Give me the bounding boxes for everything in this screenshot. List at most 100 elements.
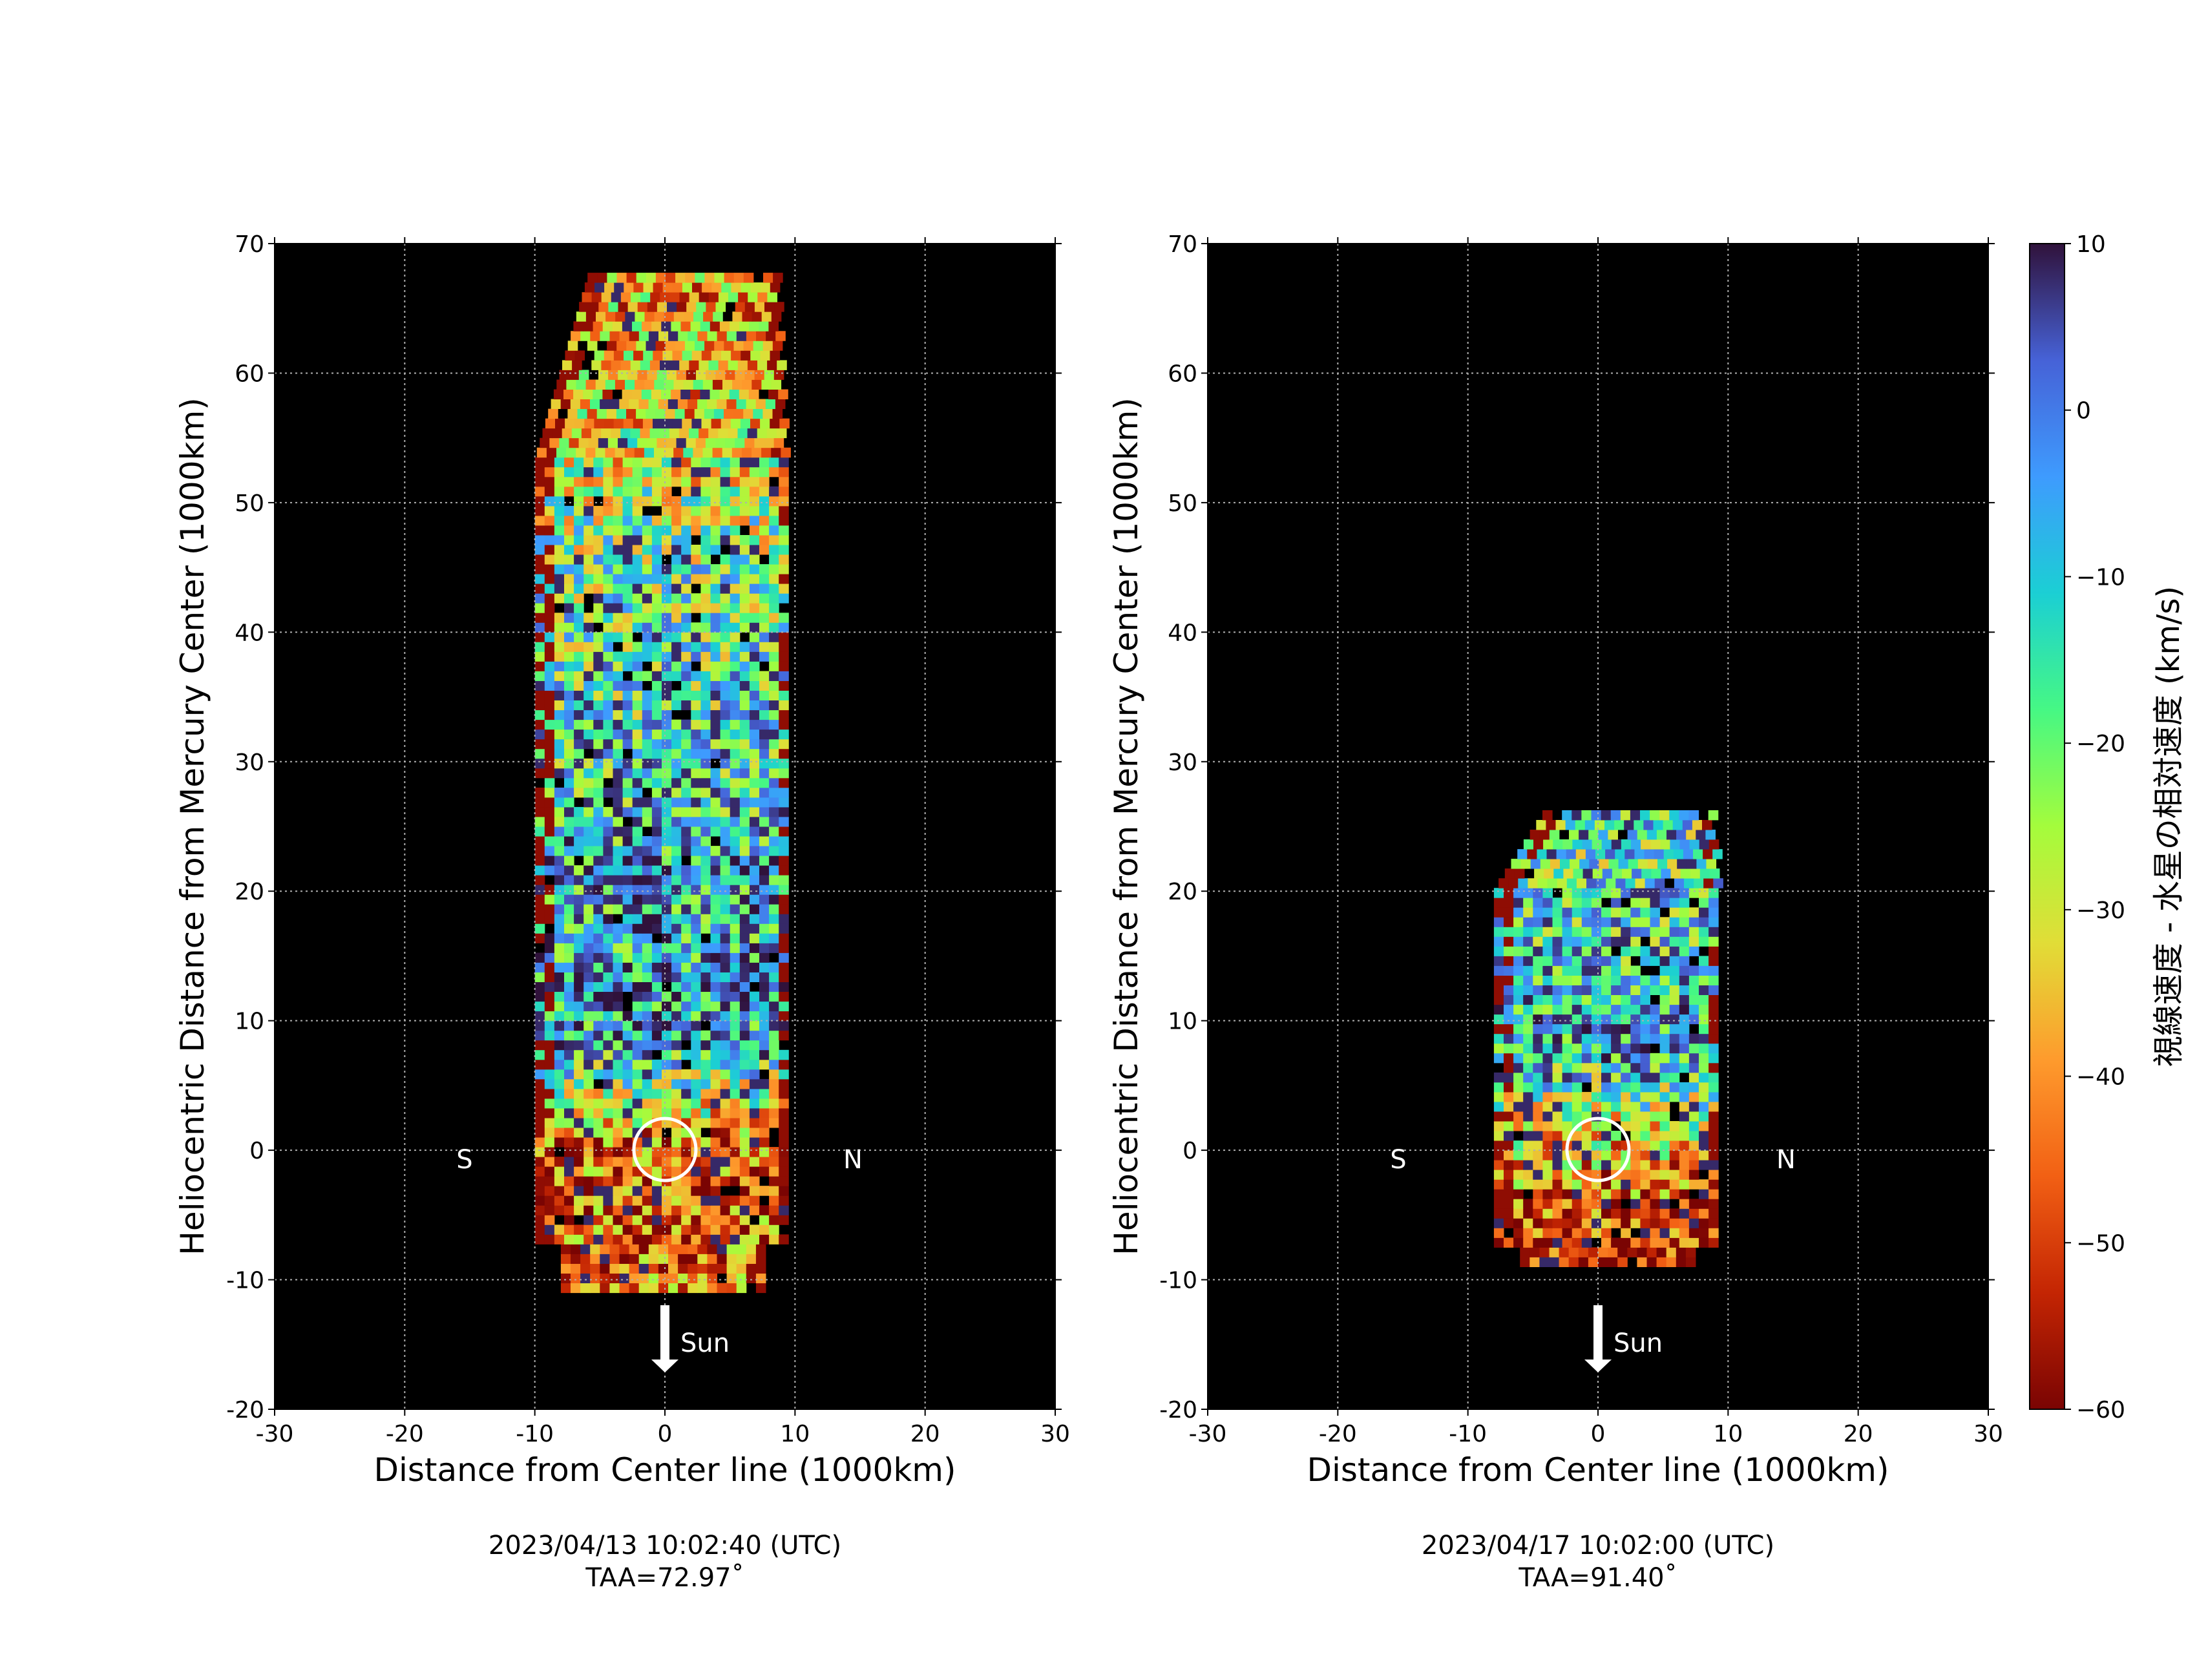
heatmap-cell: [700, 865, 711, 876]
heatmap-cell: [593, 972, 604, 982]
heatmap-cell: [649, 360, 660, 370]
heatmap-cell: [769, 991, 779, 1002]
heatmap-cell: [707, 1263, 717, 1274]
heatmap-cell: [691, 894, 701, 905]
heatmap-cell: [1581, 1101, 1592, 1112]
heatmap-cell: [603, 865, 613, 876]
heatmap-cell: [662, 613, 672, 623]
heatmap-cell: [1663, 849, 1674, 859]
heatmap-cell: [1520, 859, 1531, 869]
heatmap-cell: [534, 1030, 545, 1041]
heatmap-cell: [1679, 917, 1690, 927]
heatmap-cell: [769, 826, 779, 837]
heatmap-cell: [642, 1069, 653, 1080]
heatmap-cell: [564, 1078, 574, 1089]
heatmap-cell: [544, 1118, 555, 1128]
heatmap-cell: [720, 476, 731, 487]
heatmap-cell: [730, 904, 741, 914]
heatmap-cell: [603, 486, 613, 497]
heatmap-cell: [1591, 917, 1602, 927]
heatmap-cell: [1591, 975, 1602, 985]
heatmap-cell: [730, 777, 741, 788]
heatmap-cell: [726, 1273, 737, 1283]
heatmap-cell: [749, 1205, 760, 1215]
heatmap-cell: [681, 554, 691, 565]
heatmap-cell: [1699, 1004, 1709, 1015]
heatmap-cell: [673, 311, 684, 322]
heatmap-cell: [759, 768, 770, 779]
heatmap-cell: [603, 846, 613, 856]
heatmap-cell: [710, 515, 721, 526]
heatmap-cell: [1611, 1024, 1621, 1034]
heatmap-cell: [1669, 1072, 1680, 1083]
heatmap-cell: [691, 1020, 701, 1031]
heatmap-cell: [1699, 1237, 1709, 1248]
heatmap-cell: [632, 1176, 643, 1186]
heatmap-cell: [1708, 1014, 1719, 1025]
heatmap-cell: [1523, 1131, 1533, 1141]
heatmap-cell: [710, 719, 721, 730]
heatmap-cell: [1687, 859, 1697, 869]
heatmap-cell: [651, 574, 662, 584]
heatmap-cell: [739, 1147, 750, 1157]
heatmap-cell: [1513, 994, 1524, 1005]
heatmap-cell: [622, 1049, 633, 1060]
heatmap-cell: [603, 1137, 613, 1148]
heatmap-cell: [1630, 1004, 1641, 1015]
heatmap-cell: [739, 1186, 750, 1196]
heatmap-cell: [1601, 1131, 1612, 1141]
heatmap-cell: [1601, 956, 1612, 966]
heatmap-cell: [601, 428, 611, 439]
heatmap-cell: [730, 1224, 741, 1235]
heatmap-cell: [559, 370, 570, 380]
heatmap-cell: [1654, 849, 1665, 859]
heatmap-cell: [710, 486, 721, 497]
heatmap-cell: [1621, 1053, 1631, 1064]
heatmap-cell: [1640, 1179, 1650, 1190]
heatmap-cell: [632, 574, 643, 584]
heatmap-cell: [1542, 936, 1553, 947]
heatmap-cell: [691, 826, 701, 837]
heatmap-cell: [720, 1059, 731, 1070]
heatmap-cell: [1591, 1072, 1602, 1083]
heatmap-cell: [534, 1176, 545, 1186]
heatmap-cell: [779, 719, 789, 730]
heatmap-cell: [593, 836, 604, 846]
heatmap-cell: [739, 613, 750, 623]
heatmap-cell: [681, 1205, 691, 1215]
heatmap-cell: [632, 525, 643, 536]
heatmap-cell: [720, 1215, 731, 1225]
heatmap-cell: [779, 904, 789, 914]
heatmap-cell: [1621, 1208, 1631, 1219]
heatmap-cell: [564, 748, 574, 759]
heatmap-cell: [622, 651, 633, 662]
heatmap-cell: [741, 282, 752, 293]
heatmap-cell: [779, 1128, 789, 1138]
heatmap-cell: [691, 525, 701, 536]
heatmap-cell: [737, 428, 748, 439]
heatmap-cell: [1650, 1150, 1661, 1160]
heatmap-cell: [1621, 965, 1631, 976]
heatmap-cell: [779, 777, 789, 788]
heatmap-cell: [1611, 1208, 1621, 1219]
heatmap-cell: [779, 962, 789, 972]
heatmap-cell: [700, 1118, 711, 1128]
heatmap-cell: [688, 1273, 698, 1283]
heatmap-cell: [593, 787, 604, 798]
heatmap-cell: [769, 894, 779, 905]
heatmap-cell: [632, 748, 643, 759]
heatmap-cell: [740, 418, 751, 429]
heatmap-cell: [632, 885, 643, 895]
heatmap-cell: [739, 1176, 750, 1186]
heatmap-cell: [759, 486, 770, 497]
heatmap-cell: [683, 311, 694, 322]
heatmap-cell: [681, 545, 691, 555]
heatmap-cell: [1708, 994, 1719, 1005]
heatmap-cell: [1552, 1004, 1563, 1015]
heatmap-cell: [603, 583, 613, 594]
heatmap-cell: [544, 719, 555, 730]
heatmap-cell: [1581, 1189, 1592, 1199]
heatmap-cell: [618, 437, 628, 448]
heatmap-cell: [769, 1040, 779, 1051]
heatmap-cell: [609, 331, 620, 341]
